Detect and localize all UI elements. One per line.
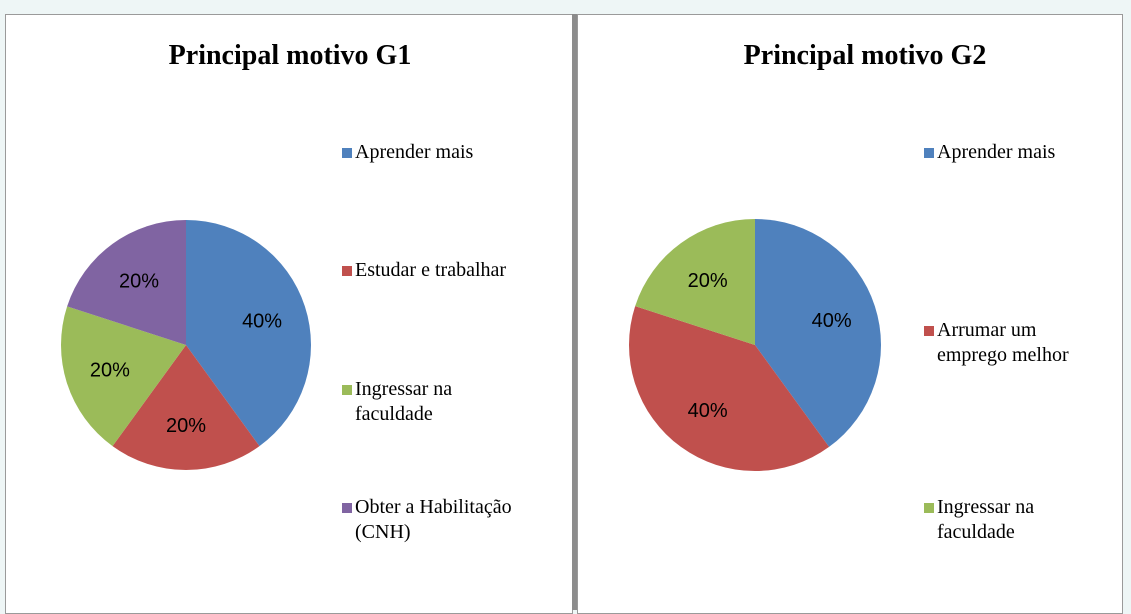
legend-swatch xyxy=(342,148,352,158)
data-label: 40% xyxy=(242,310,282,332)
data-label: 20% xyxy=(688,270,728,292)
legend-entry: Aprender mais xyxy=(924,140,1055,165)
legend-entry: Ingressar na faculdade xyxy=(924,495,1034,545)
pie-slice xyxy=(67,220,186,345)
pie-slice xyxy=(186,220,311,447)
legend-swatch xyxy=(342,266,352,277)
legend-swatch xyxy=(924,325,934,336)
data-label: 20% xyxy=(90,360,130,382)
legend-entry: Ingressar na faculdade xyxy=(342,377,452,427)
legend-swatch xyxy=(342,384,352,395)
pie-slice xyxy=(755,219,881,447)
legend-entry: Estudar e trabalhar xyxy=(342,258,506,283)
data-label: 20% xyxy=(166,415,206,437)
legend-entry: Obter a Habilitação (CNH) xyxy=(342,495,512,545)
legend-swatch xyxy=(924,148,934,158)
chart-title: Principal motivo G1 xyxy=(169,40,412,71)
legend-entry: Arrumar um emprego melhor xyxy=(924,318,1069,368)
pie-slice xyxy=(629,306,830,471)
data-label: 40% xyxy=(688,400,728,422)
legend-swatch xyxy=(342,503,352,513)
legend-entry: Aprender mais xyxy=(342,140,473,165)
pie-slice xyxy=(112,345,260,471)
chart-title: Principal motivo G2 xyxy=(744,40,987,71)
legend-swatch xyxy=(924,503,934,513)
data-label: 40% xyxy=(812,310,852,332)
divider xyxy=(572,14,577,610)
pie-slice xyxy=(635,219,755,345)
data-label: 20% xyxy=(119,270,159,292)
pie-slice xyxy=(60,306,186,447)
